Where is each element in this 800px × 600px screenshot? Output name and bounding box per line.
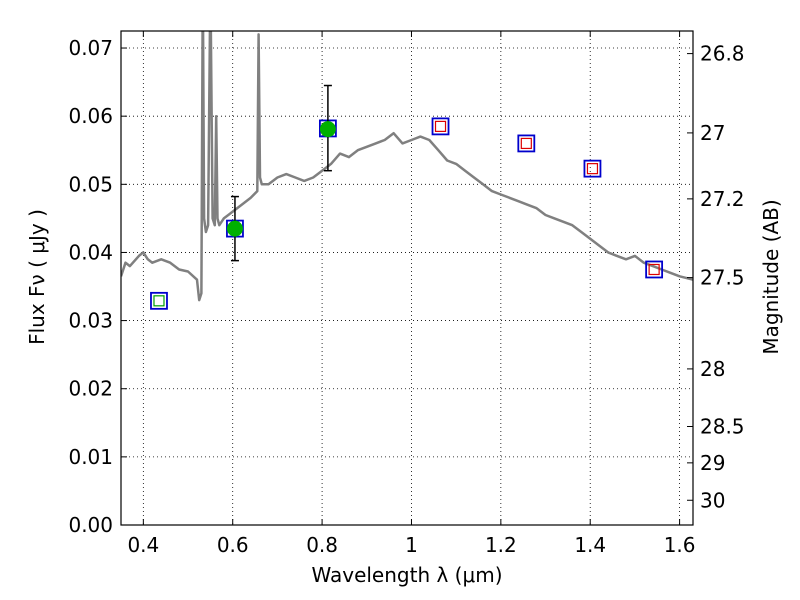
observed-point [319, 121, 336, 138]
y2-tick-label: 27.2 [700, 187, 745, 211]
model-phot-box [517, 134, 536, 153]
plot-area [121, 31, 693, 310]
y2-tick-label: 29 [700, 451, 725, 475]
y-axis-label: Flux Fν ( μJy ) [25, 209, 49, 345]
y-tick-label: 0.06 [68, 104, 113, 128]
y2-tick-label: 27 [700, 121, 725, 145]
model-phot-inner-square [586, 163, 599, 175]
y-tick-label: 0.02 [68, 377, 113, 401]
y2-tick-label: 30 [700, 488, 725, 512]
x-tick-label: 1.4 [574, 533, 606, 557]
x-tick-label: 1 [405, 533, 418, 557]
x-tick-label: 0.6 [217, 533, 249, 557]
model-phot-inner-square [520, 137, 532, 150]
model-phot-inner-square [153, 295, 165, 307]
y-tick-label: 0.00 [68, 513, 113, 537]
model-spectrum-line [121, 31, 693, 302]
model-phot-box [583, 159, 602, 178]
x-axis-label: Wavelength λ (μm) [311, 563, 502, 587]
model-phot-box [431, 117, 450, 136]
y-tick-label: 0.01 [68, 445, 113, 469]
y2-tick-label: 26.8 [700, 42, 745, 66]
y2-tick-label: 28 [700, 357, 725, 381]
model-phot-inner-square [434, 120, 447, 132]
y-tick-label: 0.03 [68, 309, 113, 333]
y2-axis-label: Magnitude (AB) [759, 199, 783, 354]
model-phot-inner-square [648, 263, 660, 276]
x-tick-label: 0.8 [306, 533, 338, 557]
y-tick-label: 0.05 [68, 172, 113, 196]
model-phot-box [150, 291, 168, 310]
x-tick-label: 0.4 [127, 533, 159, 557]
plot-background [121, 31, 693, 525]
axes-ticks: 0.4 0.6 0.8 1 1.2 1.4 1.6 0.00 0.01 0.02 0.03 0.04 0… [68, 31, 745, 557]
observed-point [226, 220, 243, 237]
x-tick-label: 1.2 [485, 533, 517, 557]
y-tick-label: 0.07 [68, 36, 113, 60]
y-tick-label: 0.04 [68, 240, 113, 264]
y2-tick-label: 27.5 [700, 266, 745, 290]
model-phot-box [645, 260, 664, 279]
x-tick-label: 1.6 [664, 533, 696, 557]
y2-tick-label: 28.5 [700, 415, 745, 439]
